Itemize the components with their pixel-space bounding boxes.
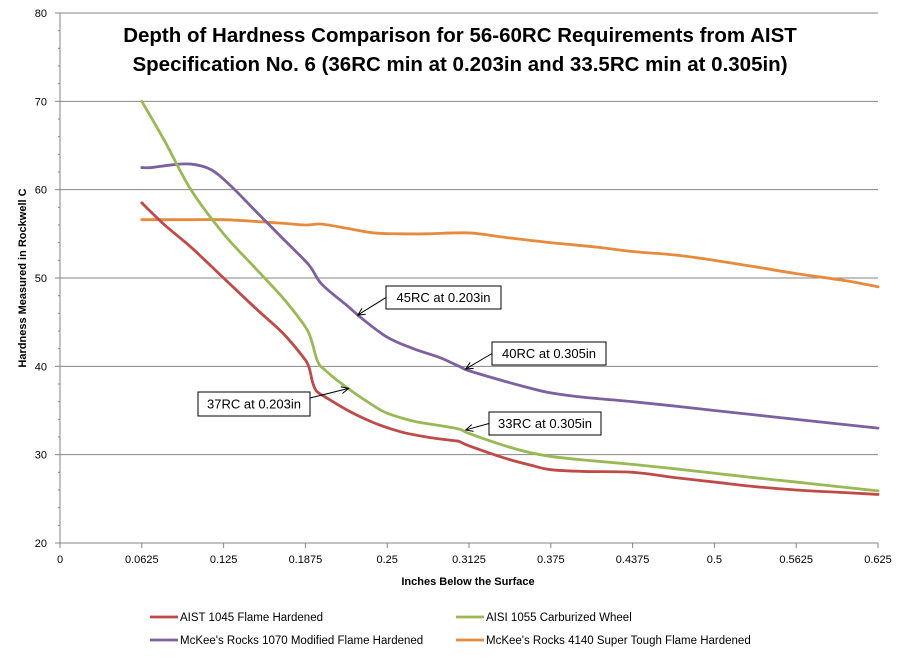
annotation-text-2: 37RC at 0.203in [207, 397, 301, 412]
legend-item-3: McKee's Rocks 4140 Super Tough Flame Har… [456, 635, 751, 647]
x-tick-label-3: 0.1875 [289, 554, 323, 566]
annotation-arrow-line-0 [357, 297, 387, 316]
x-tick-label-5: 0.3125 [452, 554, 486, 566]
x-tick-label-8: 0.5 [707, 554, 722, 566]
y-tick-label-1: 30 [35, 450, 47, 462]
annotation-arrow-line-3 [465, 423, 490, 431]
gridlines [60, 12, 878, 456]
y-tick-labels: 20 30 40 50 60 70 80 [35, 8, 47, 550]
series-line-0 [140, 201, 880, 496]
x-tick-label-10: 0.625 [864, 554, 892, 566]
annotation-2: 37RC at 0.203in [197, 386, 350, 417]
annotation-text-0: 45RC at 0.203in [397, 290, 491, 305]
legend-item-2: McKee's Rocks 1070 Modified Flame Harden… [150, 635, 423, 647]
annotation-arrow-head-1 [464, 362, 474, 370]
annotation-1: 40RC at 0.305in [464, 341, 607, 370]
x-tick-label-6: 0.375 [537, 554, 565, 566]
y-tick-label-5: 70 [35, 96, 47, 108]
y-tick-label-3: 50 [35, 273, 47, 285]
legend-label-2: McKee's Rocks 1070 Modified Flame Harden… [180, 635, 423, 647]
y-tick-label-2: 40 [35, 361, 47, 373]
y-tick-label-6: 80 [35, 8, 47, 20]
annotation-arrow-line-2 [309, 387, 349, 399]
x-tick-label-1: 0.0625 [125, 554, 159, 566]
legend-label-3: McKee's Rocks 4140 Super Tough Flame Har… [486, 635, 751, 647]
annotation-3: 33RC at 0.305in [464, 411, 602, 436]
x-tick-label-2: 0.125 [210, 554, 238, 566]
legend-label-1: AISI 1055 Carburized Wheel [486, 612, 632, 624]
chart-title: Depth of Hardness Comparison for 56-60RC… [123, 24, 797, 76]
annotation-arrow-head-2 [340, 386, 350, 394]
series-lines [140, 99, 880, 496]
annotation-box-0 [385, 285, 502, 310]
legend-label-0: AIST 1045 Flame Hardened [180, 612, 323, 624]
annotation-arrow-line-1 [465, 353, 493, 370]
annotation-box-1 [491, 341, 607, 366]
x-tick-label-4: 0.25 [376, 554, 397, 566]
annotation-0: 45RC at 0.203in [356, 285, 502, 316]
x-tick-label-0: 0 [57, 554, 63, 566]
x-tick-label-7: 0.4375 [616, 554, 650, 566]
x-axis-label: Inches Below the Surface [401, 576, 534, 588]
chart-title-line-2: Specification No. 6 (36RC min at 0.203in… [132, 53, 787, 76]
annotations: 45RC at 0.203in 40RC at 0.305in 37RC at 0.… [197, 285, 607, 436]
legend-item-0: AIST 1045 Flame Hardened [150, 612, 323, 624]
legend-item-1: AISI 1055 Carburized Wheel [456, 612, 632, 624]
annotation-box-3 [488, 411, 602, 436]
chart-title-line-1: Depth of Hardness Comparison for 56-60RC… [123, 24, 797, 47]
annotation-arrow-head-3 [464, 424, 474, 432]
series-line-1 [140, 99, 880, 493]
x-tick-labels: 0 0.0625 0.125 0.1875 0.25 0.3125 0.375 0.4375 0… [57, 554, 892, 566]
legend: AIST 1045 Flame Hardened AISI 1055 Carbur… [150, 612, 751, 647]
annotation-text-3: 33RC at 0.305in [498, 416, 592, 431]
y-tick-label-4: 60 [35, 185, 47, 197]
x-tick-label-9: 0.5625 [779, 554, 813, 566]
annotation-box-2 [197, 391, 311, 417]
y-tick-label-0: 20 [35, 538, 47, 550]
series-line-2 [140, 162, 880, 430]
series-line-3 [140, 218, 880, 289]
annotation-arrow-head-0 [356, 308, 366, 316]
y-axis-label: Hardness Measured in Rockwell C [17, 188, 29, 367]
axes [55, 12, 879, 548]
annotation-text-1: 40RC at 0.305in [502, 346, 596, 361]
